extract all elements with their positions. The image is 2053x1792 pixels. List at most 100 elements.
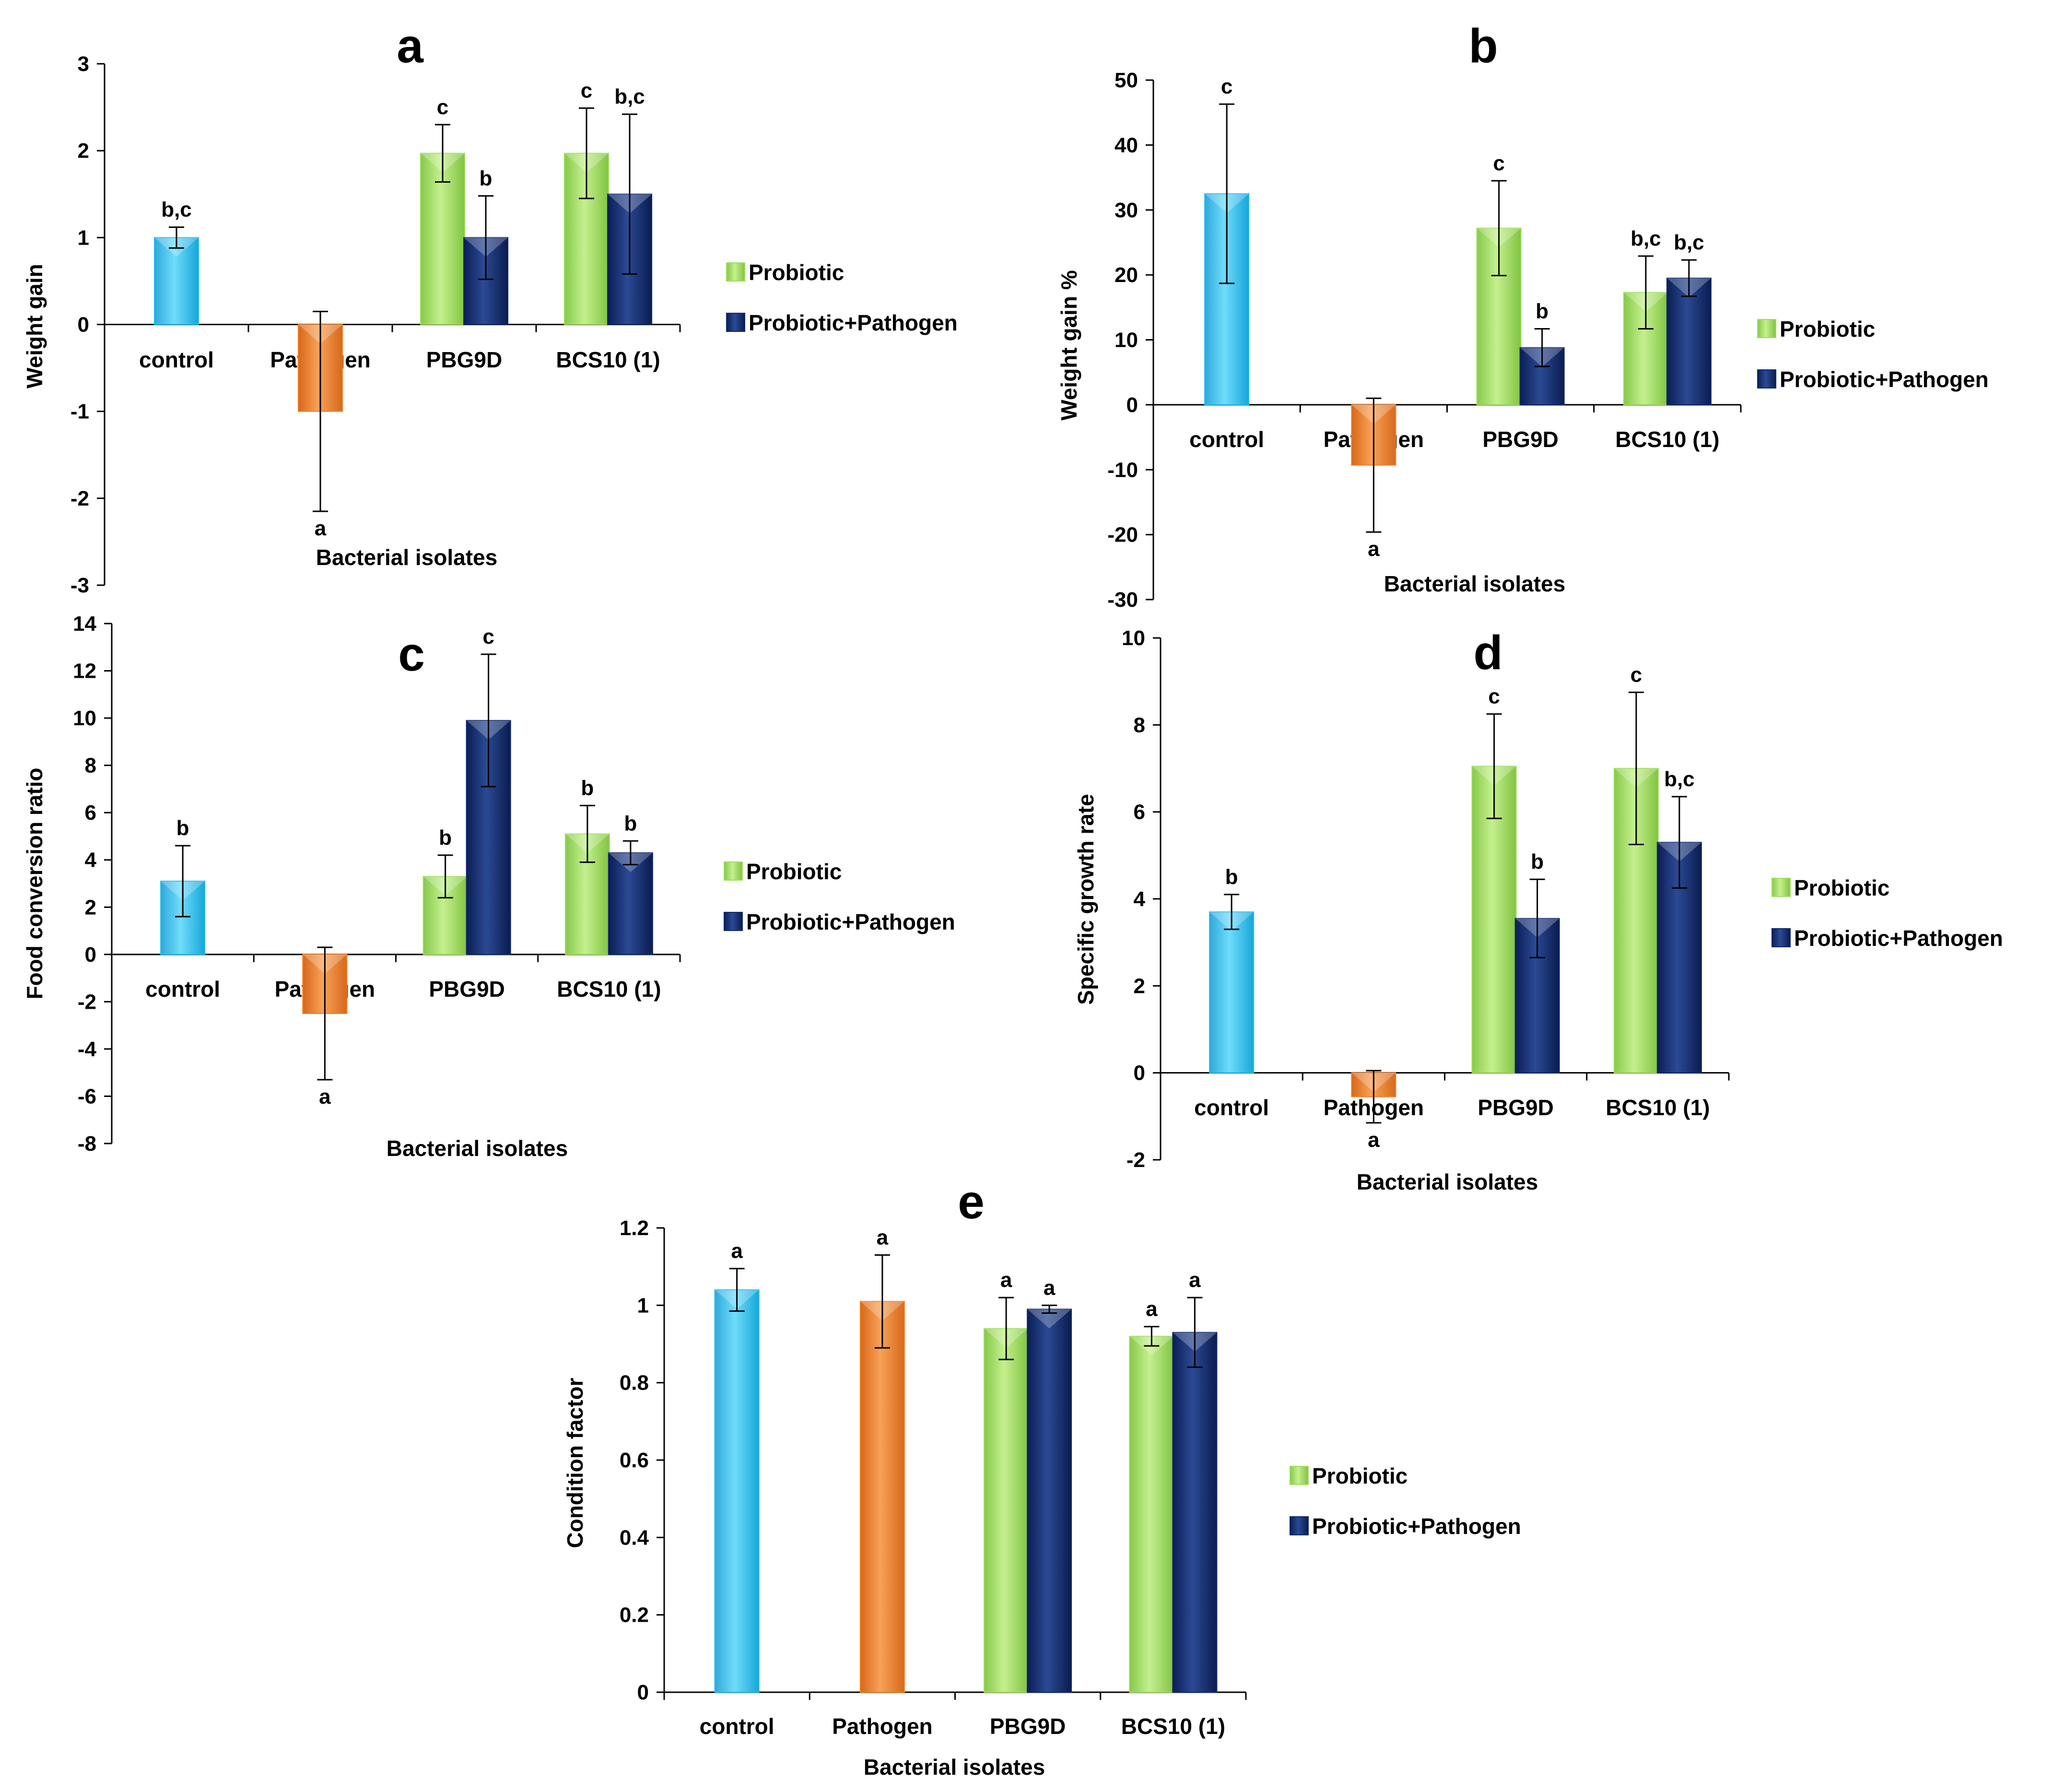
legend-label-probiotic_pathogen: Probiotic+Pathogen <box>749 310 958 335</box>
category-label: control <box>1194 1095 1269 1120</box>
significance-label: b <box>480 166 493 190</box>
panel-letter: e <box>958 1175 985 1229</box>
y-axis-title: Food conversion ratio <box>22 767 47 999</box>
category-label: PBG9D <box>1482 427 1558 452</box>
category-label: control <box>139 347 214 372</box>
significance-label: a <box>1368 1128 1380 1152</box>
category-label: Pathogen <box>832 1714 933 1739</box>
y-tick-label: 10 <box>1114 329 1138 352</box>
bar-probiotic_pathogen <box>1027 1309 1072 1693</box>
bar-probiotic_pathogen <box>1172 1332 1218 1693</box>
y-tick-label: 8 <box>1134 713 1145 737</box>
y-tick-label: 0.2 <box>620 1603 649 1627</box>
category-label: control <box>1189 427 1264 452</box>
category-label: PBG9D <box>429 977 504 1002</box>
legend-swatch-probiotic_pathogen <box>1757 369 1776 389</box>
chart-panel-c: -8-6-4-202468101214controlPathogenPBG9DB… <box>22 612 955 1161</box>
legend: Probiotic Probiotic+Pathogen <box>1771 875 2003 951</box>
legend-label-probiotic_pathogen: Probiotic+Pathogen <box>1780 367 1989 392</box>
legend-label-probiotic_pathogen: Probiotic+Pathogen <box>746 909 955 934</box>
y-tick-label: 1 <box>637 1294 649 1317</box>
y-tick-label: 0 <box>85 943 96 967</box>
x-axis-title: Bacterial isolates <box>1357 1169 1538 1194</box>
legend-swatch-probiotic <box>1771 878 1791 897</box>
y-axis-title: Weight gain <box>22 264 47 389</box>
y-tick-label: 30 <box>1114 199 1138 222</box>
legend-swatch-probiotic <box>1290 1466 1309 1485</box>
significance-label: b <box>1536 299 1549 323</box>
legend-swatch-probiotic_pathogen <box>1771 928 1791 947</box>
legend-swatch-probiotic_pathogen <box>1290 1516 1309 1535</box>
x-axis-title: Bacterial isolates <box>316 545 497 570</box>
significance-label: a <box>1146 1297 1158 1321</box>
significance-label: a <box>731 1239 743 1263</box>
x-axis-title: Bacterial isolates <box>387 1136 568 1161</box>
significance-label: a <box>319 1085 331 1108</box>
y-tick-label: 4 <box>85 849 97 872</box>
legend: Probiotic Probiotic+Pathogen <box>726 260 958 335</box>
y-axis-title: Condition factor <box>563 1378 587 1548</box>
y-tick-label: 10 <box>1122 626 1145 650</box>
y-tick-label: -2 <box>78 990 96 1014</box>
significance-label: c <box>581 79 592 102</box>
y-tick-label: -20 <box>1107 523 1138 547</box>
y-tick-label: -10 <box>1107 458 1138 482</box>
legend-label-probiotic: Probiotic <box>746 859 842 884</box>
y-tick-label: 0.8 <box>620 1371 649 1395</box>
category-label: BCS10 (1) <box>557 977 661 1002</box>
legend-swatch-probiotic <box>724 861 743 881</box>
y-axis-title: Weight gain % <box>1056 270 1081 421</box>
bar-control <box>714 1289 760 1693</box>
legend-swatch-probiotic <box>726 262 745 282</box>
bar-pathogen <box>859 1301 905 1693</box>
category-label: PBG9D <box>1478 1095 1553 1120</box>
legend-label-probiotic_pathogen: Probiotic+Pathogen <box>1312 1514 1521 1539</box>
significance-label: b,c <box>161 198 192 222</box>
bar-control <box>1209 911 1255 1073</box>
chart-panel-b: -30-20-1001020304050controlPathogenPBG9D… <box>1056 19 1989 612</box>
significance-label: c <box>1631 663 1642 686</box>
legend: Probiotic Probiotic+Pathogen <box>1290 1463 1521 1539</box>
significance-label: b <box>624 812 637 835</box>
significance-label: a <box>1189 1268 1201 1292</box>
bar-highlight <box>1027 1309 1072 1329</box>
y-tick-label: 2 <box>1134 974 1145 998</box>
significance-label: b,c <box>614 85 645 108</box>
significance-label: b <box>1225 865 1238 889</box>
category-label: control <box>700 1714 774 1739</box>
significance-label: b <box>176 816 189 840</box>
y-tick-label: 50 <box>1114 69 1138 92</box>
y-tick-label: -30 <box>1107 588 1138 612</box>
y-tick-label: 0.6 <box>620 1449 649 1472</box>
significance-label: c <box>1221 75 1232 98</box>
category-label: control <box>145 977 220 1002</box>
significance-label: b <box>581 776 594 800</box>
y-tick-label: 0 <box>1134 1061 1145 1085</box>
y-tick-label: -2 <box>70 487 89 510</box>
significance-label: c <box>1488 685 1500 708</box>
significance-label: c <box>482 625 494 648</box>
y-tick-label: 14 <box>73 612 96 636</box>
y-tick-label: 4 <box>1134 887 1146 911</box>
category-label: BCS10 (1) <box>1606 1095 1710 1120</box>
bar-probiotic <box>1129 1335 1174 1693</box>
legend-label-probiotic: Probiotic <box>1780 317 1875 342</box>
legend-swatch-probiotic <box>1757 319 1776 338</box>
legend-swatch-probiotic_pathogen <box>724 912 743 931</box>
significance-label: a <box>877 1226 889 1249</box>
category-label: BCS10 (1) <box>1615 427 1719 452</box>
panel-letter: d <box>1473 626 1502 680</box>
chart-panel-e: 0 0.2 0.4 0.6 0.8 1 1.2 control Pathogen PBG9D BCS… <box>563 1175 1521 1780</box>
y-tick-label: 1.2 <box>620 1216 649 1240</box>
legend-label-probiotic_pathogen: Probiotic+Pathogen <box>1794 926 2003 951</box>
legend-label-probiotic: Probiotic <box>1794 875 1889 900</box>
bar-control <box>160 881 206 955</box>
y-tick-label: 8 <box>85 754 96 778</box>
significance-label: a <box>1368 537 1380 561</box>
significance-label: b <box>1531 850 1544 873</box>
y-tick-label: 3 <box>78 52 89 76</box>
significance-label: b,c <box>1631 227 1661 250</box>
y-tick-label: 1 <box>78 226 89 249</box>
y-axis-title: Specific growth rate <box>1073 794 1098 1005</box>
